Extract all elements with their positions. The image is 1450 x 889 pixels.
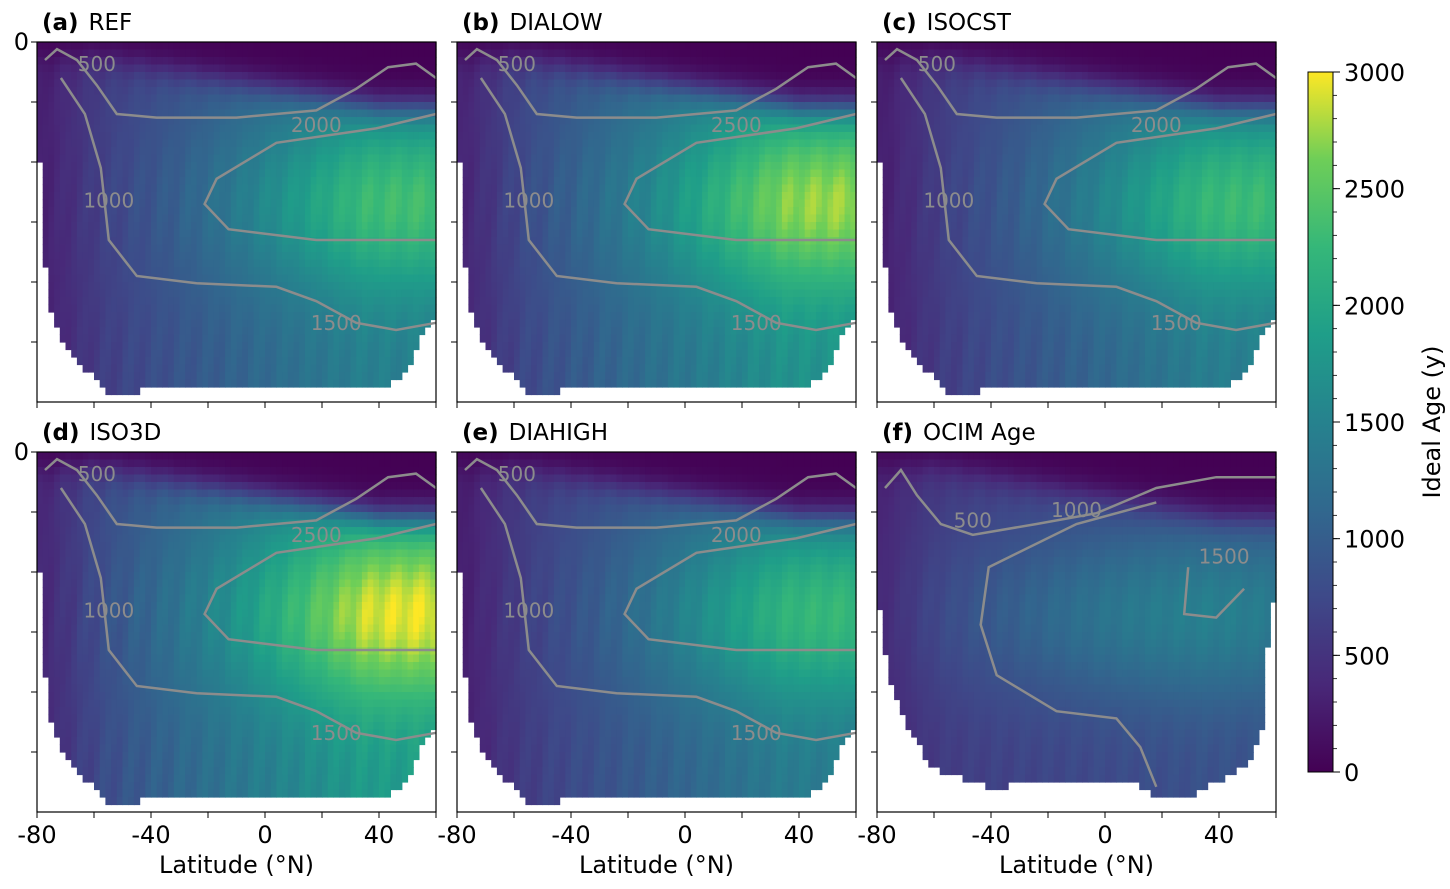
- x-tick-label: 0: [677, 821, 692, 849]
- y-tick-label: 0: [14, 28, 29, 56]
- panel-name: DIAHIGH: [509, 420, 608, 446]
- contour-label: 1000: [1051, 498, 1102, 522]
- colorbar-tick-label: 2500: [1344, 176, 1405, 204]
- panel-3: 500 1000 1500 2000 (c) ISOCST: [871, 10, 1277, 408]
- heatmap-cells: [37, 452, 437, 806]
- contour-label: 2000: [711, 523, 762, 547]
- x-tick-label: -40: [131, 821, 170, 849]
- panels: 500 1000 1500 2000 (a) REF 0 500 1000 1500 2500 (b)…: [14, 10, 1277, 879]
- colorbar-tick-label: 3000: [1344, 59, 1405, 87]
- panel-title: (d) ISO3D: [42, 420, 161, 446]
- panel-label: (b): [462, 10, 500, 36]
- contour-label: 1500: [1151, 311, 1202, 335]
- panel-label: (c): [882, 10, 917, 36]
- heatmap-cells: [457, 452, 857, 806]
- x-tick-label: 40: [784, 821, 815, 849]
- panel-name: ISO3D: [90, 420, 162, 446]
- contour-label: 500: [918, 52, 956, 76]
- contour-label: 1500: [731, 311, 782, 335]
- panel-title: (c) ISOCST: [882, 10, 1012, 36]
- x-tick-label: -80: [437, 821, 476, 849]
- panel-label: (d): [42, 420, 80, 446]
- contour-label: 1000: [83, 189, 134, 213]
- contour-label: 1500: [311, 721, 362, 745]
- panel-title: (a) REF: [42, 10, 132, 36]
- panel-name: REF: [89, 10, 133, 36]
- contour-label: 2500: [711, 113, 762, 137]
- panel-title: (e) DIAHIGH: [462, 420, 608, 446]
- panel-label: (a): [42, 10, 79, 36]
- colorbar-gradient: [1307, 71, 1334, 773]
- panel-label: (f): [882, 420, 913, 446]
- x-tick-label: 40: [364, 821, 395, 849]
- contour-lines: [464, 457, 857, 742]
- panel-title: (b) DIALOW: [462, 10, 603, 36]
- contour-label: 500: [498, 52, 536, 76]
- contour-label: 1500: [731, 721, 782, 745]
- panel-2: 500 1000 1500 2500 (b) DIALOW: [451, 10, 857, 408]
- contour-label: 500: [498, 462, 536, 486]
- panel-name: DIALOW: [510, 10, 603, 36]
- contour-lines: [884, 467, 1276, 788]
- contour-lines: [44, 457, 437, 742]
- contour-label: 1000: [923, 189, 974, 213]
- x-tick-label: 40: [1204, 821, 1235, 849]
- colorbar: 0 500 1000 1500 2000 2500 3000 Ideal Age (y): [1307, 59, 1446, 787]
- contour-label: 1000: [503, 189, 554, 213]
- heatmap-cells: [877, 452, 1277, 798]
- contour-label: 2000: [291, 113, 342, 137]
- x-axis-label: Latitude (°N): [579, 851, 734, 879]
- colorbar-tick-label: 1500: [1344, 409, 1405, 437]
- panel-title: (f) OCIM Age: [882, 420, 1036, 446]
- contour-lines: [44, 47, 437, 332]
- x-tick-label: -40: [551, 821, 590, 849]
- panel-6: 500 1000 1500 (f) OCIM Age -80 -40 0 40 Latitude …: [857, 420, 1277, 879]
- colorbar-tick-label: 1000: [1344, 526, 1405, 554]
- x-tick-label: 0: [1097, 821, 1112, 849]
- x-axis-label: Latitude (°N): [159, 851, 314, 879]
- contour-label: 1500: [1199, 545, 1250, 569]
- colorbar-tick-label: 2000: [1344, 292, 1405, 320]
- panel-4: 500 1000 1500 2500 (d) ISO3D -80 -40 0 40 Latitude…: [14, 420, 437, 879]
- contour-label: 500: [78, 462, 116, 486]
- panel-name: OCIM Age: [923, 420, 1036, 446]
- contour-lines: [884, 47, 1277, 332]
- contour-label: 500: [954, 509, 992, 533]
- heatmap-cells: [877, 42, 1277, 396]
- colorbar-label: Ideal Age (y): [1418, 345, 1446, 498]
- colorbar-ticks: 0 500 1000 1500 2000 2500 3000: [1333, 59, 1405, 787]
- panel-5: 500 1000 1500 2000 (e) DIAHIGH -80 -40 0 40 Latitu…: [437, 420, 857, 879]
- x-tick-label: -80: [857, 821, 896, 849]
- contour-lines: [464, 47, 857, 332]
- x-axis-label: Latitude (°N): [999, 851, 1154, 879]
- y-tick-label: 0: [14, 438, 29, 466]
- x-tick-label: 0: [257, 821, 272, 849]
- x-tick-label: -40: [971, 821, 1010, 849]
- colorbar-tick-label: 0: [1344, 759, 1359, 787]
- heatmap-cells: [37, 42, 437, 396]
- contour-label: 2000: [1131, 113, 1182, 137]
- contour-label: 1000: [503, 599, 554, 623]
- heatmap-cells: [457, 42, 857, 396]
- x-tick-label: -80: [17, 821, 56, 849]
- contour-label: 2500: [291, 523, 342, 547]
- contour-label: 500: [78, 52, 116, 76]
- contour-label: 1000: [83, 599, 134, 623]
- colorbar-tick-label: 500: [1344, 642, 1390, 670]
- panel-name: ISOCST: [927, 10, 1012, 36]
- panel-label: (e): [462, 420, 499, 446]
- contour-label: 1500: [311, 311, 362, 335]
- panel-1: 500 1000 1500 2000 (a) REF 0: [14, 10, 437, 408]
